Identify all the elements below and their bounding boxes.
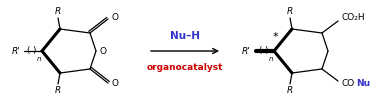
Text: n: n: [37, 56, 42, 62]
Text: organocatalyst: organocatalyst: [147, 63, 223, 72]
Text: R: R: [287, 86, 293, 95]
Text: (: (: [258, 47, 262, 55]
Text: R: R: [287, 7, 293, 16]
Text: Nu–H: Nu–H: [170, 31, 200, 41]
Text: R: R: [55, 86, 61, 95]
Text: *: *: [272, 32, 278, 42]
Text: R: R: [55, 7, 61, 16]
Text: O: O: [111, 79, 118, 89]
Text: n: n: [269, 56, 274, 62]
Text: O: O: [111, 13, 118, 23]
Text: CO: CO: [341, 79, 354, 88]
Text: (: (: [26, 47, 30, 55]
Text: ): ): [32, 47, 36, 55]
Text: O: O: [100, 47, 107, 55]
Text: CO₂H: CO₂H: [341, 13, 365, 23]
Text: R': R': [242, 47, 250, 55]
Text: R': R': [12, 47, 20, 55]
Text: ): ): [264, 47, 268, 55]
Text: Nu: Nu: [356, 79, 370, 88]
